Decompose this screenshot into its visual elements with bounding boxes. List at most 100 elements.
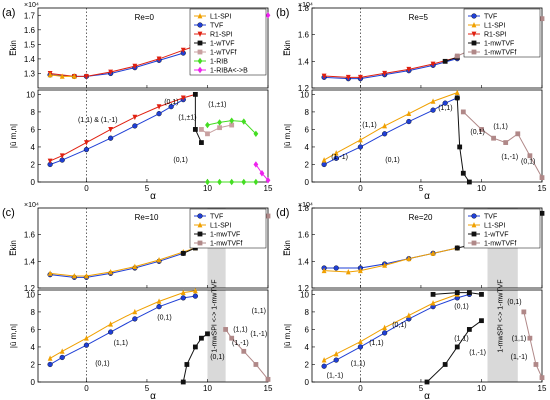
axes-frame — [311, 7, 543, 89]
x-tick-label: 5 — [145, 184, 150, 193]
x-tick-label: 15 — [538, 184, 547, 193]
data-point-1-mwTVF — [199, 335, 204, 341]
re-annotation: Re=10 — [135, 213, 159, 222]
top-axes: 1.2 1.4 1.6 1.8 E̅kin ×10⁴ TVF L1-SPI 1-wTVF 1-mw… — [283, 202, 545, 293]
data-point-R1-SPI — [156, 104, 162, 110]
data-point-R1-SPI — [382, 70, 388, 77]
mode-annotation: (1,1) — [362, 122, 376, 129]
legend-marker — [197, 57, 203, 65]
data-point-1-wTVF_f — [205, 131, 210, 137]
data-point-1-mwTVF — [205, 331, 210, 337]
y-tick-label: 2 — [31, 160, 36, 169]
y-tick-label: 1.2 — [298, 284, 310, 293]
x-tick-label: 0 — [358, 384, 363, 393]
data-point-TVF — [406, 118, 412, 125]
legend-marker — [197, 13, 203, 19]
re-annotation: Re=0 — [135, 13, 155, 22]
mode-annotation: (1,1) — [493, 124, 507, 131]
series-line-1-mwTVF_f — [523, 311, 543, 378]
data-point-TVF — [333, 357, 339, 363]
data-point-L1-SPI — [382, 324, 388, 331]
data-point-L1-SPI — [321, 267, 327, 274]
data-point-R1-SPI — [132, 63, 138, 70]
series-line-L1-SPI — [49, 290, 196, 359]
data-point-TVF — [156, 111, 162, 117]
top-axes: 1.2 1.4 1.6 E̅kin ×10⁴ TVF L1-SPI 1-mwTVF 1-mwTV… — [9, 202, 271, 293]
mode-annotation: (1,1) — [454, 336, 468, 343]
y-tick-label: 6 — [305, 125, 310, 134]
y-axis-label: E̅kin — [9, 40, 18, 56]
data-point-1-RIB_A<->B — [265, 177, 271, 184]
mode-annotation: (0,1) — [95, 360, 109, 367]
legend: L1-SPI TVF R1-SPI 1-wTVF 1-wTVFf 1-RIB 1-RIBA<… — [189, 8, 267, 76]
y-axis-label: E̅kin — [9, 240, 18, 256]
data-point-L1-SPI — [132, 308, 138, 315]
legend-label: 1-mwTVFf — [484, 241, 516, 248]
y-tick-label: 4 — [31, 343, 36, 352]
data-point-1-wTVF — [454, 245, 460, 251]
data-point-TVF — [168, 104, 174, 110]
data-point-1-mwTVF — [460, 170, 466, 176]
data-point-TVF — [442, 100, 448, 106]
top-axes: 1.2 1.4 1.6 1.8 E̅kin ×10⁴ TVF L1-SPI R1-SPI 1-mw… — [283, 2, 545, 93]
legend-label: 1-wTVFf — [210, 50, 237, 57]
data-point-1-wTVF — [479, 318, 484, 324]
data-point-TVF — [83, 146, 90, 153]
data-point-L1-SPI — [382, 262, 388, 268]
data-point-1-RIB_A<->B — [259, 170, 265, 177]
series-line-1-wTVF_f — [201, 124, 232, 135]
series-line-TVF — [50, 52, 184, 77]
y-tick-label: 10 — [300, 90, 309, 99]
series-line-TVF — [324, 247, 458, 269]
series-line-L1-SPI — [50, 247, 196, 277]
legend-label: 1-mwTVF — [484, 41, 514, 48]
shaded-region — [487, 290, 518, 382]
y-tick-label: 4 — [305, 343, 310, 352]
data-point-1-mwTVF — [192, 344, 198, 350]
legend-marker — [471, 40, 477, 46]
y-tick-label: 10 — [26, 90, 35, 99]
legend-marker — [471, 231, 477, 237]
data-point-1-RIB_A<->B — [253, 161, 259, 168]
data-point-R1-SPI — [156, 56, 162, 62]
data-point-L1-SPI — [59, 348, 65, 354]
y-tick-label: 1.4 — [24, 257, 36, 266]
axes-frame — [311, 207, 543, 289]
data-point-1-mwTVF_f — [223, 327, 229, 332]
data-point-1-RIB — [253, 130, 259, 138]
y-tick-label: 0 — [31, 178, 36, 187]
data-point-1-mwTVF_f — [265, 213, 271, 219]
panel-letter: (d) — [276, 207, 289, 219]
data-point-TVF — [132, 316, 138, 322]
legend-marker — [471, 240, 477, 246]
bottom-axes: 0 2 4 6 8 10 0 5 10 15 |ū m,n| (1,1) (0,1) (0,1) (1,1)… — [9, 279, 273, 393]
y-axis-label: |ū m,n| — [9, 124, 18, 148]
data-point-1-mwTVF_f — [460, 109, 466, 115]
panel-letter: (c) — [2, 207, 15, 219]
bottom-axes: 0 2 4 6 8 10 0 5 10 15 |ū m,n| (1,1) (1,1) (0,1) (0,1)… — [283, 279, 547, 393]
x-axis-label: α — [150, 391, 156, 400]
mode-annotation: (0,1) — [470, 129, 484, 136]
y-tick-label: 8 — [31, 108, 36, 117]
data-point-L1-SPI — [430, 250, 436, 256]
data-point-1-mwTVF — [180, 379, 186, 385]
data-point-1-mwTVF_f — [454, 53, 460, 59]
data-point-R1-SPI — [84, 140, 89, 146]
data-point-L1-SPI — [132, 263, 138, 270]
data-point-TVF — [430, 107, 436, 113]
data-point-1-RIB_A<->B — [265, 12, 271, 19]
data-point-1-wTVF — [192, 127, 198, 132]
legend-marker — [197, 213, 203, 219]
data-point-TVF — [357, 344, 364, 350]
legend-label: 1-mwTVF — [210, 232, 240, 239]
data-point-TVF — [59, 354, 65, 361]
series-line-R1-SPI — [49, 93, 196, 162]
data-point-R1-SPI — [132, 114, 138, 121]
legend-label: 1-wTVF — [210, 41, 235, 48]
legend-marker — [471, 213, 477, 219]
series-line-TVF — [324, 58, 458, 80]
legend-label: 1-mwTVFf — [210, 241, 242, 248]
series-line-TVF — [49, 99, 184, 165]
data-point-1-mwTVF — [184, 362, 190, 367]
data-point-L1-SPI — [156, 257, 162, 263]
